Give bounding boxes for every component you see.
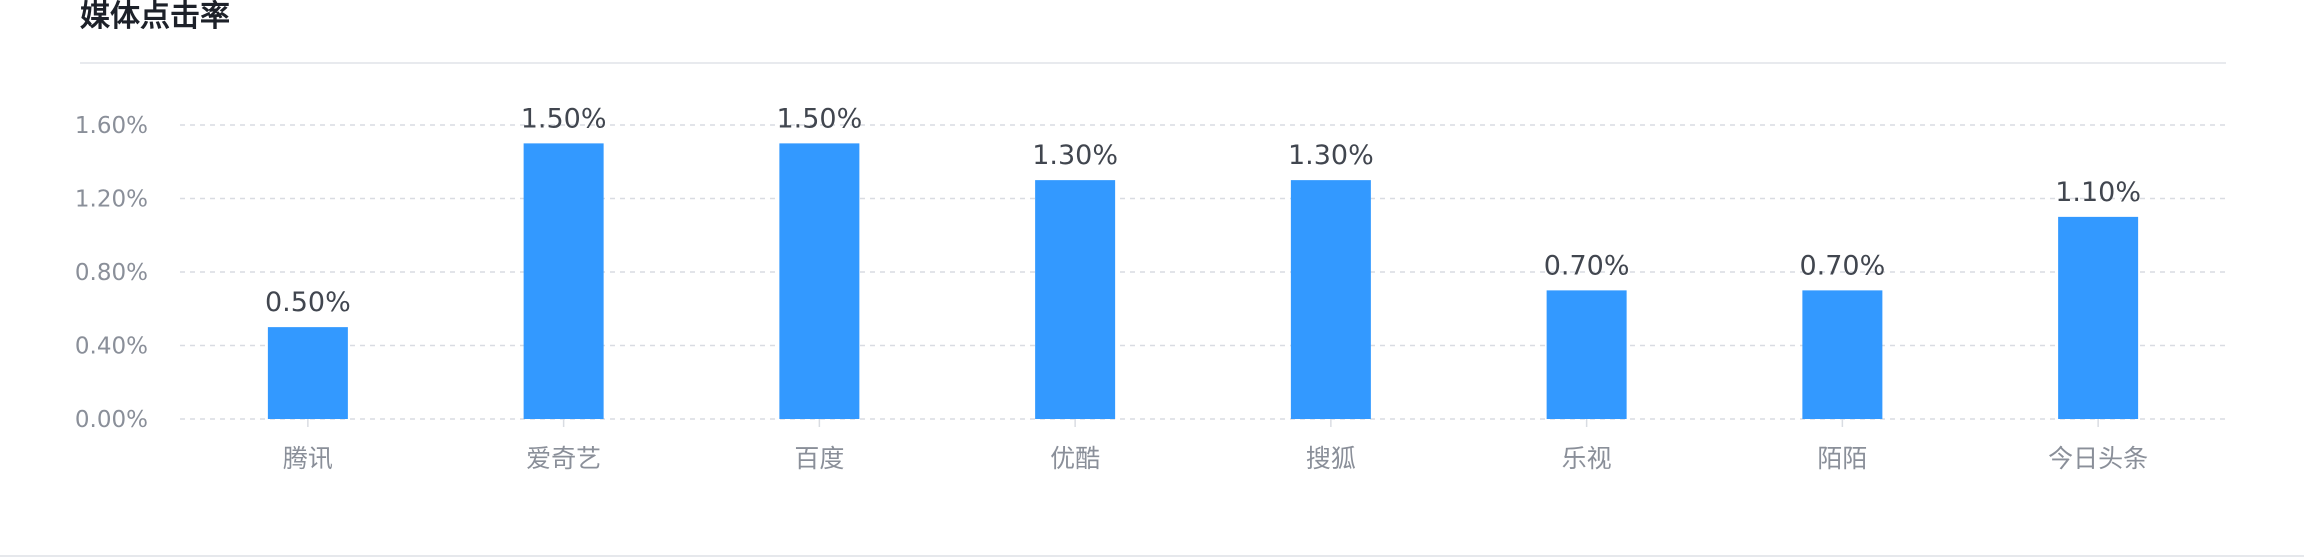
- x-tick-label: 搜狐: [1306, 444, 1356, 473]
- bar: [779, 143, 860, 419]
- y-tick-label: 1.20%: [75, 187, 148, 213]
- x-tick-label: 腾讯: [283, 444, 333, 473]
- bar-value-label: 1.30%: [1032, 140, 1118, 171]
- bar: [1290, 180, 1371, 419]
- bar: [1802, 290, 1883, 419]
- chart-header: 媒体点击率: [80, 0, 2226, 64]
- y-tick-label: 0.40%: [75, 334, 148, 360]
- bar-value-label: 1.50%: [776, 103, 862, 134]
- bar: [523, 143, 604, 419]
- y-tick-label: 1.60%: [75, 113, 148, 139]
- y-tick-label: 0.00%: [75, 407, 148, 433]
- x-tick-label: 今日头条: [2048, 444, 2148, 473]
- bar-value-label: 1.50%: [521, 103, 607, 134]
- x-tick-label: 优酷: [1050, 444, 1100, 473]
- x-tick-label: 乐视: [1562, 444, 1612, 473]
- x-tick-label: 爱奇艺: [526, 444, 601, 473]
- bar: [1035, 180, 1116, 419]
- bar-value-label: 0.70%: [1799, 250, 1885, 281]
- bar-value-label: 1.30%: [1288, 140, 1374, 171]
- bar: [2058, 216, 2139, 419]
- chart-title: 媒体点击率: [80, 0, 230, 34]
- bar: [1546, 290, 1627, 419]
- x-tick-label: 陌陌: [1817, 444, 1867, 473]
- bar-chart: 0.00% 0.40% 0.80% 1.20% 1.60% 0.50% 腾讯 1.50% 爱奇艺…: [75, 103, 2226, 473]
- y-tick-label: 0.80%: [75, 260, 148, 286]
- bar-value-label: 0.50%: [265, 287, 351, 318]
- x-tick-label: 百度: [794, 444, 844, 473]
- chart-area: 0.00% 0.40% 0.80% 1.20% 1.60% 0.50% 腾讯 1.50% 爱奇艺…: [0, 80, 2304, 500]
- bar: [267, 327, 348, 419]
- bar-value-label: 0.70%: [1544, 250, 1630, 281]
- bottom-divider: [0, 555, 2304, 557]
- bar-value-label: 1.10%: [2055, 177, 2141, 208]
